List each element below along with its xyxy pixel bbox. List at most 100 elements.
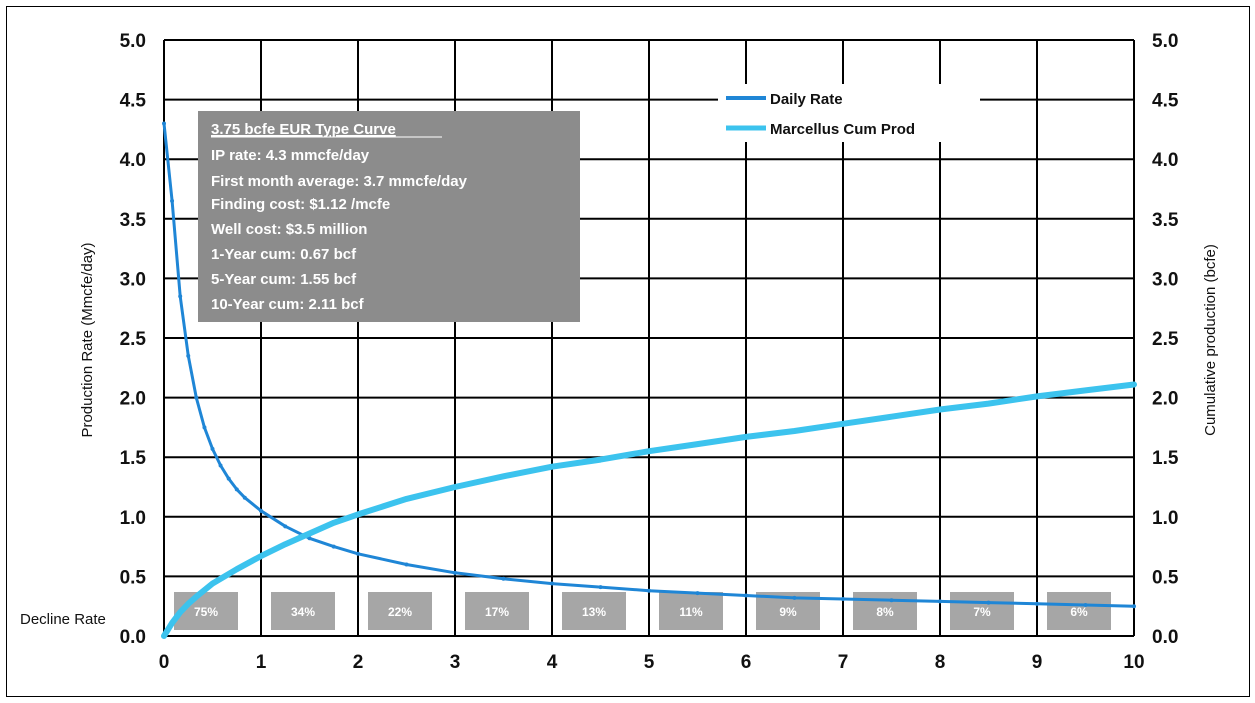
y-tick-label-right: 0.0: [1152, 627, 1178, 648]
x-tick-label: 3: [450, 652, 461, 673]
y-tick-label-right: 5.0: [1152, 31, 1178, 52]
series-line-daily-rate: [162, 121, 1136, 608]
x-tick-label: 5: [644, 652, 655, 673]
y-axis-title-left: Production Rate (Mmcfe/day): [79, 242, 96, 437]
data-point-daily-rate: [356, 551, 360, 556]
data-point-daily-rate: [307, 536, 312, 541]
data-point-marcellus-cum-prod: [193, 594, 199, 600]
y-tick-label-left: 4.5: [120, 91, 147, 112]
data-point-daily-rate: [986, 600, 991, 605]
data-point-marcellus-cum-prod: [743, 434, 749, 440]
data-point-daily-rate: [331, 544, 336, 549]
decline-rate-value: 11%: [679, 605, 703, 619]
data-point-daily-rate: [226, 476, 231, 481]
data-point-marcellus-cum-prod: [177, 609, 183, 615]
data-point-daily-rate: [889, 598, 894, 603]
x-tick-label: 7: [838, 652, 849, 673]
y-tick-label-left: 0.5: [120, 567, 147, 588]
data-point-marcellus-cum-prod: [840, 421, 846, 427]
annotation-line: First month average: 3.7 mmcfe/day: [211, 173, 468, 190]
legend-label-cum-prod: Marcellus Cum Prod: [770, 121, 915, 138]
data-point-marcellus-cum-prod: [646, 448, 652, 454]
x-tick-label: 0: [159, 652, 170, 673]
data-point-daily-rate: [283, 524, 288, 529]
data-point-marcellus-cum-prod: [331, 520, 337, 526]
data-point-marcellus-cum-prod: [1034, 393, 1040, 399]
data-point-daily-rate: [695, 591, 700, 596]
decline-rate-value: 22%: [388, 605, 412, 619]
data-point-marcellus-cum-prod: [549, 464, 555, 470]
data-point-daily-rate: [186, 353, 191, 358]
data-point-marcellus-cum-prod: [404, 496, 409, 502]
decline-rate-box: [1047, 592, 1111, 630]
data-point-daily-rate: [550, 581, 554, 586]
decline-rate-value: 13%: [582, 605, 606, 619]
annotation-line: IP rate: 4.3 mmcfe/day: [211, 147, 370, 164]
y-tick-label-right: 4.5: [1152, 91, 1179, 112]
data-point-marcellus-cum-prod: [282, 541, 288, 547]
data-point-daily-rate: [501, 576, 506, 581]
data-point-marcellus-cum-prod: [1083, 387, 1088, 393]
annotation-line: Well cost: $3.5 million: [211, 221, 367, 238]
y-tick-label-left: 3.0: [120, 269, 146, 290]
legend-label-daily-rate: Daily Rate: [770, 91, 843, 108]
x-tick-label: 10: [1123, 652, 1144, 673]
data-point-daily-rate: [242, 495, 247, 500]
y-tick-label-right: 1.0: [1152, 508, 1178, 529]
y-tick-label-left: 0.0: [120, 627, 146, 648]
data-point-marcellus-cum-prod: [792, 428, 797, 434]
data-point-daily-rate: [453, 570, 457, 575]
tick-labels: 0 1 2 3 4 5 6 7 8 9 10 0.0 0.0 0.5 0.5 1.0 1.0 1.5 1.5 2.0 2…: [120, 31, 1179, 673]
decline-rate-box: [562, 592, 626, 630]
data-point-daily-rate: [170, 198, 175, 203]
data-point-marcellus-cum-prod: [169, 620, 175, 626]
x-tick-label: 2: [353, 652, 364, 673]
data-point-daily-rate: [259, 508, 263, 513]
data-point-marcellus-cum-prod: [185, 601, 191, 607]
x-tick-label: 1: [256, 652, 267, 673]
decline-rate-value: 7%: [973, 605, 991, 619]
y-tick-label-left: 1.0: [120, 508, 146, 529]
data-point-marcellus-cum-prod: [598, 457, 603, 463]
data-point-daily-rate: [647, 588, 651, 593]
y-tick-label-right: 2.0: [1152, 389, 1178, 410]
data-point-marcellus-cum-prod: [937, 407, 943, 413]
data-point-marcellus-cum-prod: [355, 511, 361, 517]
decline-rate-box: [659, 592, 723, 630]
decline-rate-value: 17%: [485, 605, 509, 619]
data-point-daily-rate: [210, 446, 215, 451]
annotation-line: 1-Year cum: 0.67 bcf: [211, 246, 357, 263]
series-layer: [161, 121, 1137, 639]
y-tick-label-right: 1.5: [1152, 448, 1179, 469]
data-point-marcellus-cum-prod: [695, 441, 700, 447]
data-point-marcellus-cum-prod: [210, 581, 215, 587]
x-tick-label: 6: [741, 652, 752, 673]
decline-rate-box: [465, 592, 529, 630]
data-point-daily-rate: [744, 593, 748, 598]
y-tick-label-left: 2.0: [120, 389, 146, 410]
data-point-marcellus-cum-prod: [501, 473, 506, 479]
annotation-line: 10-Year cum: 2.11 bcf: [211, 296, 365, 313]
data-point-daily-rate: [162, 121, 166, 126]
x-tick-label: 4: [547, 652, 558, 673]
y-tick-label-left: 4.0: [120, 150, 146, 171]
y-tick-label-right: 0.5: [1152, 567, 1179, 588]
decline-rate-value: 34%: [291, 605, 315, 619]
decline-rate-value: 6%: [1070, 605, 1088, 619]
data-point-daily-rate: [1083, 603, 1088, 608]
y-tick-label-left: 5.0: [120, 31, 146, 52]
y-tick-label-right: 3.0: [1152, 269, 1178, 290]
data-point-marcellus-cum-prod: [889, 414, 894, 420]
y-axis-title-right: Cumulative production (bcfe): [1202, 244, 1219, 436]
y-tick-label-left: 2.5: [120, 329, 147, 350]
data-point-daily-rate: [1035, 601, 1039, 606]
data-point-marcellus-cum-prod: [452, 484, 458, 490]
data-point-marcellus-cum-prod: [161, 633, 167, 639]
decline-rate-value: 8%: [876, 605, 894, 619]
data-point-daily-rate: [404, 562, 409, 567]
data-point-daily-rate: [938, 599, 942, 604]
data-point-marcellus-cum-prod: [307, 530, 312, 536]
series-line-marcellus-cum-prod: [161, 381, 1137, 639]
decline-rate-boxes: 75% 34% 22% 17% 13% 11% 9% 8% 7% 6%: [174, 592, 1111, 630]
